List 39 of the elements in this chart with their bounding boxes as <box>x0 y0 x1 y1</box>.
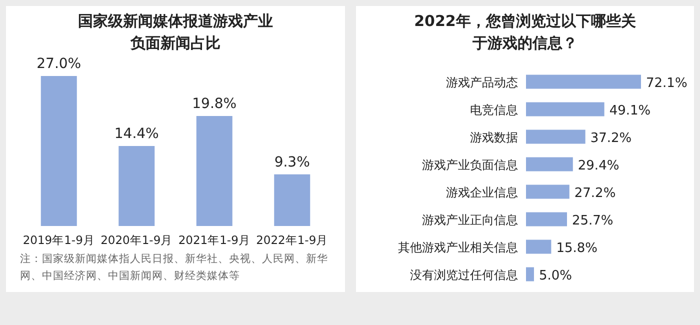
y-tick-label: 电竞信息 <box>470 102 518 117</box>
y-tick-label: 游戏数据 <box>470 130 518 144</box>
y-tick-label: 游戏产业正向信息 <box>422 212 518 227</box>
data-label: 9.3% <box>274 154 310 170</box>
data-label: 29.4% <box>578 158 620 174</box>
data-label: 5.0% <box>538 268 572 284</box>
bar <box>526 130 586 144</box>
y-tick-label: 游戏产品动态 <box>446 75 518 90</box>
data-label: 25.7% <box>572 213 614 228</box>
y-tick-label: 游戏企业信息 <box>446 185 518 200</box>
x-tick-label: 2022年1-9月 <box>256 233 328 247</box>
data-label: 72.1% <box>646 76 688 91</box>
bar <box>526 267 534 282</box>
data-label: 19.8% <box>192 96 237 112</box>
data-label: 49.1% <box>609 103 651 118</box>
bar <box>274 174 310 226</box>
x-tick-label: 2020年1-9月 <box>100 233 173 247</box>
data-label: 14.4% <box>114 126 159 142</box>
bar <box>526 157 573 172</box>
bar <box>40 76 77 226</box>
data-label: 15.8% <box>556 240 598 256</box>
y-tick-label: 游戏产业负面信息 <box>422 158 518 172</box>
bar <box>526 184 570 199</box>
y-tick-label: 没有浏览过任何信息 <box>410 268 518 282</box>
bar <box>196 116 232 226</box>
bar <box>526 74 641 89</box>
x-tick-label: 2021年1-9月 <box>178 233 250 247</box>
bar <box>118 146 155 226</box>
chart-title: 国家级新闻媒体报道游戏产业负面新闻占比 <box>78 12 273 52</box>
text: 注：国家级新闻媒体指人民日报、新华社、央视、人民网、新华网、中国经济网、中国新闻网、财经类媒体等 <box>20 252 328 282</box>
bar <box>526 240 552 254</box>
chart-title: 2022年，您曾浏览过以下哪些关于游戏的信息？ <box>414 12 636 52</box>
data-label: 37.2% <box>590 130 632 146</box>
y-tick-label: 其他游戏产业相关信息 <box>398 240 518 254</box>
bar <box>526 212 567 226</box>
bar <box>526 102 604 116</box>
x-tick-label: 2019年1-9月 <box>22 233 95 247</box>
data-label: 27.2% <box>574 186 616 201</box>
data-label: 27.0% <box>36 56 82 72</box>
